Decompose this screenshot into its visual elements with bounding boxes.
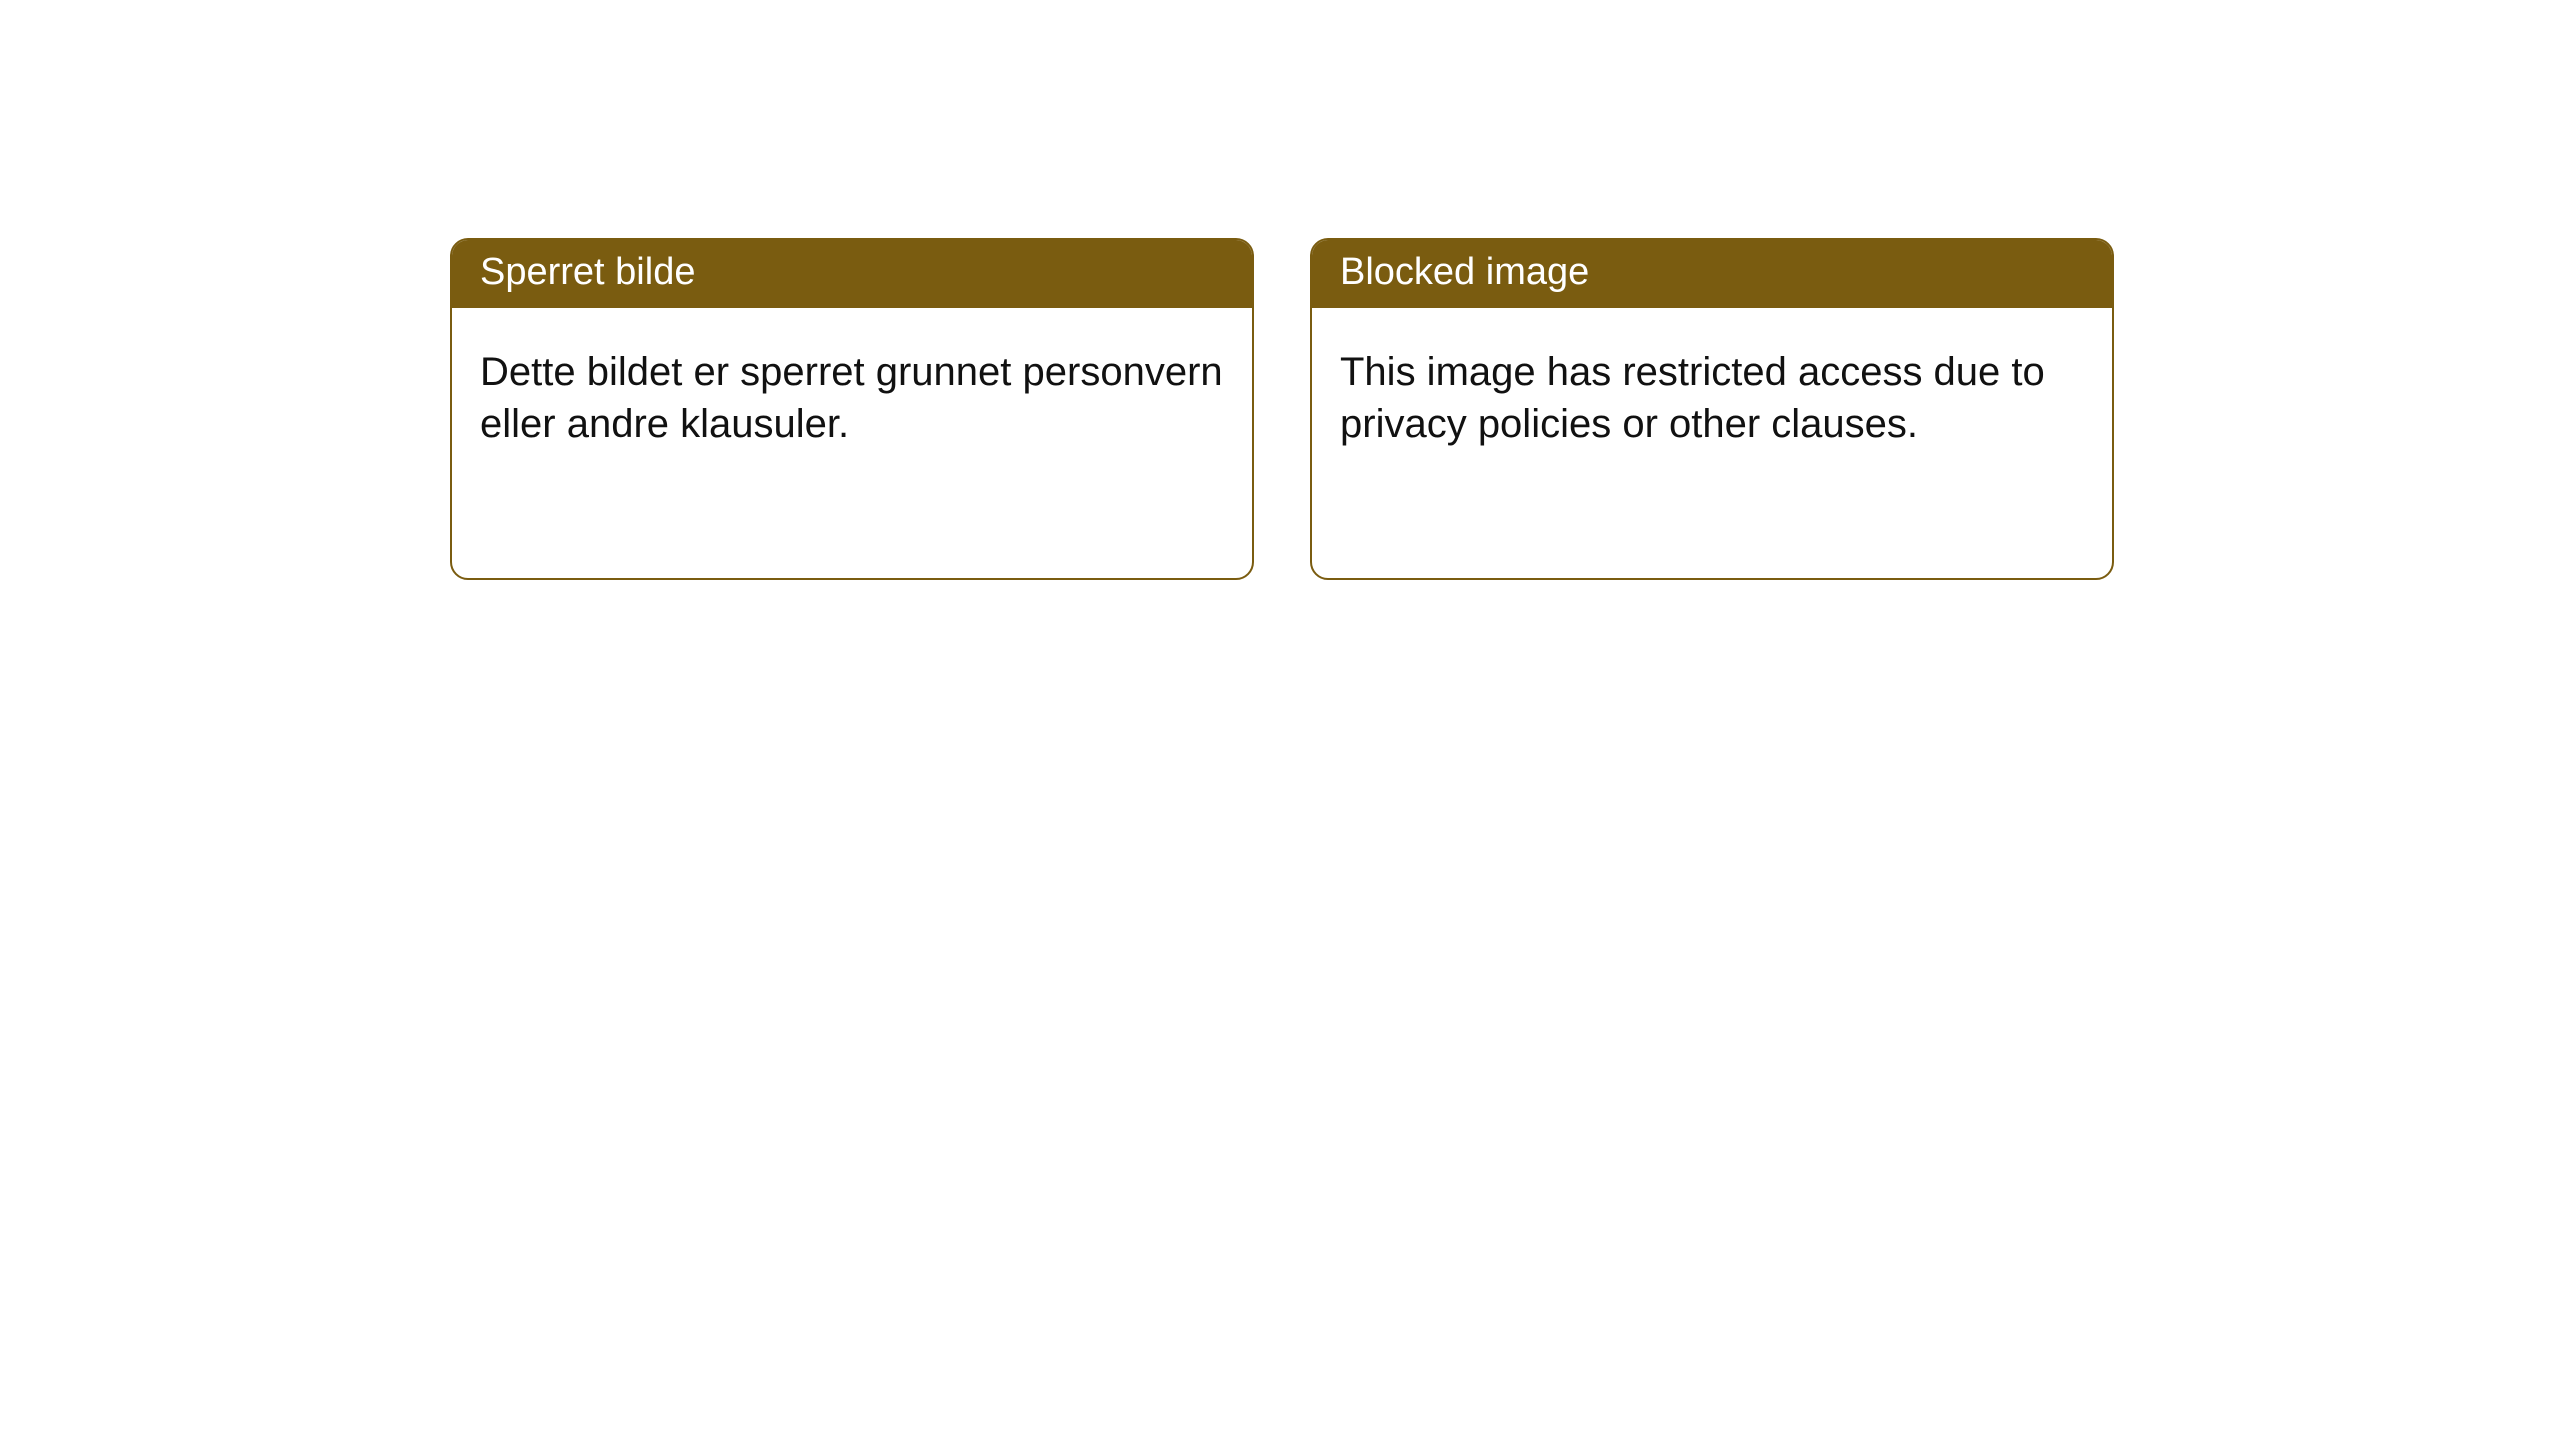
notice-box-norwegian: Sperret bilde Dette bildet er sperret gr… — [450, 238, 1254, 580]
notice-body: This image has restricted access due to … — [1312, 308, 2112, 578]
notice-container: Sperret bilde Dette bildet er sperret gr… — [0, 0, 2560, 580]
notice-body: Dette bildet er sperret grunnet personve… — [452, 308, 1252, 578]
notice-title: Blocked image — [1312, 240, 2112, 308]
notice-box-english: Blocked image This image has restricted … — [1310, 238, 2114, 580]
notice-title: Sperret bilde — [452, 240, 1252, 308]
